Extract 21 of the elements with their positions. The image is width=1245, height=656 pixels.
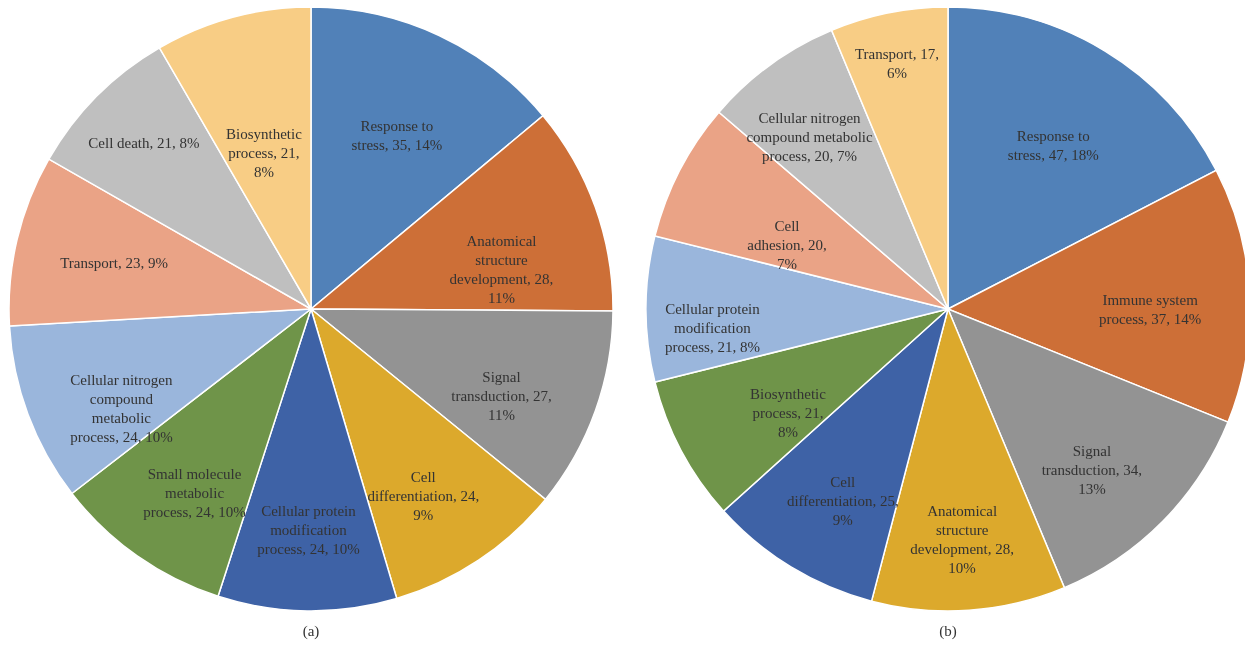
slice-label: Biosynthetic process, 21, 8% bbox=[226, 126, 303, 181]
text: (b) bbox=[939, 623, 957, 640]
slice-label: Cellular protein modification process, 21, 8% bbox=[664, 301, 761, 355]
text: (a) bbox=[302, 623, 320, 640]
slice-label: Signal transduction, 27, 11% bbox=[451, 369, 552, 424]
slice-label: Response to stress, 35, 14% bbox=[351, 117, 443, 153]
slice-label: Anatomical structure development, 28, 10% bbox=[910, 502, 1014, 576]
slice-label: Cellular nitrogen compound metabolic process, 20, 7% bbox=[746, 110, 873, 165]
slice-label: Cellular protein modification process, 24, 10% bbox=[257, 503, 360, 558]
slice-label: Cell differentiation, 25, 9% bbox=[786, 473, 899, 528]
slice-label: Transport, 23, 9% bbox=[60, 254, 168, 271]
slice-label: Cell death, 21, 8% bbox=[88, 134, 200, 151]
slice-label: Biosynthetic process, 21, 8% bbox=[750, 386, 827, 441]
slice-label: Cell adhesion, 20, 7% bbox=[747, 217, 827, 272]
slice-label: Immune system process, 37, 14% bbox=[1098, 291, 1202, 327]
slice-label: Transport, 17, 6% bbox=[854, 46, 939, 82]
slice-label: Anatomical structure development, 28, 11% bbox=[449, 232, 554, 306]
slice-label: Response to stress, 47, 18% bbox=[1007, 128, 1099, 164]
slice-label: Cell differentiation, 24, 9% bbox=[367, 469, 480, 524]
slice-label: Cellular nitrogen compound metabolic process, 24, 10% bbox=[70, 371, 173, 445]
slice-label: Signal transduction, 34, 13% bbox=[1041, 443, 1143, 498]
